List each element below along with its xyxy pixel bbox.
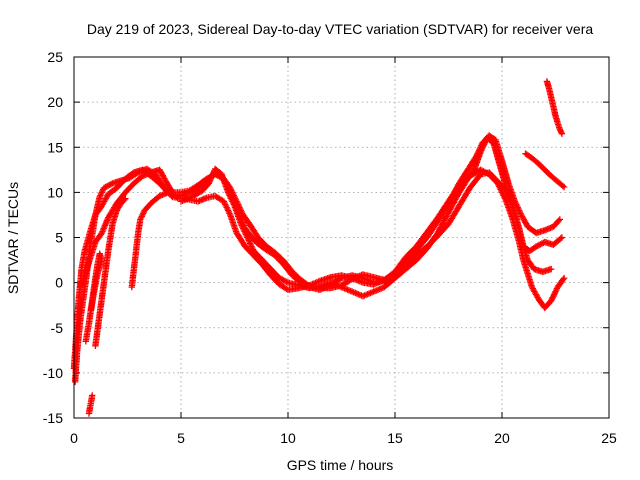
- series-trace-g: [128, 189, 172, 291]
- data-point: [560, 183, 568, 191]
- data-points: [70, 78, 568, 417]
- x-tick-labels: 0 5 10 15 20 25: [70, 430, 617, 446]
- data-point: [560, 274, 568, 282]
- y-tick-labels: -15 -10 -5 0 5 10 15 20 25: [43, 49, 63, 426]
- data-point: [548, 265, 555, 273]
- y-tick-label: 25: [47, 49, 63, 65]
- data-point: [435, 228, 442, 235]
- data-point: [208, 172, 216, 180]
- data-point: [107, 180, 115, 188]
- series-trace-j: [543, 78, 566, 137]
- data-point: [207, 175, 214, 183]
- x-tick-label: 25: [601, 430, 617, 446]
- x-tick-label: 5: [177, 430, 185, 446]
- data-point: [558, 234, 566, 241]
- data-point: [559, 182, 566, 190]
- y-tick-label: -10: [43, 365, 63, 381]
- data-point: [555, 217, 562, 224]
- y-tick-label: 5: [55, 230, 63, 246]
- data-point: [440, 218, 447, 226]
- y-axis-title: SDTVAR / TECUs: [5, 182, 21, 294]
- y-tick-label: 15: [47, 139, 63, 155]
- data-point: [87, 306, 95, 313]
- data-point: [557, 235, 564, 242]
- data-point: [556, 216, 563, 223]
- series-trace-i: [522, 150, 568, 191]
- y-tick-label: 10: [47, 184, 63, 200]
- x-tick-label: 15: [387, 430, 403, 446]
- series-trace-f: [92, 195, 129, 349]
- data-point: [434, 229, 441, 237]
- x-axis-title: GPS time / hours: [287, 457, 394, 473]
- series-trace-e: [82, 250, 105, 345]
- y-tick-label: 0: [55, 275, 63, 291]
- data-point: [121, 196, 128, 203]
- series-trace-d: [177, 135, 566, 300]
- data-point: [283, 278, 290, 286]
- chart-title: Day 219 of 2023, Sidereal Day-to-day VTE…: [87, 21, 593, 37]
- data-point: [443, 211, 451, 219]
- data-point: [347, 276, 355, 283]
- data-point: [210, 170, 217, 177]
- data-point: [439, 220, 446, 227]
- x-tick-label: 20: [494, 430, 510, 446]
- data-point: [122, 195, 129, 202]
- y-tick-label: -5: [51, 320, 64, 336]
- data-point: [559, 276, 567, 283]
- plot-frame: [73, 56, 610, 419]
- data-point: [165, 189, 172, 196]
- data-point: [337, 275, 344, 283]
- data-point: [438, 221, 446, 228]
- y-tick-label: 20: [47, 94, 63, 110]
- series-trace-c: [77, 166, 568, 312]
- x-tick-label: 10: [280, 430, 296, 446]
- data-point: [470, 167, 477, 175]
- x-tick-label: 0: [70, 430, 78, 446]
- data-point: [438, 222, 445, 230]
- series-trace-h: [85, 392, 96, 417]
- data-point: [89, 392, 96, 399]
- data-point: [558, 130, 566, 137]
- data-point: [437, 224, 444, 231]
- data-point: [443, 213, 450, 220]
- y-tick-label: -15: [43, 410, 63, 426]
